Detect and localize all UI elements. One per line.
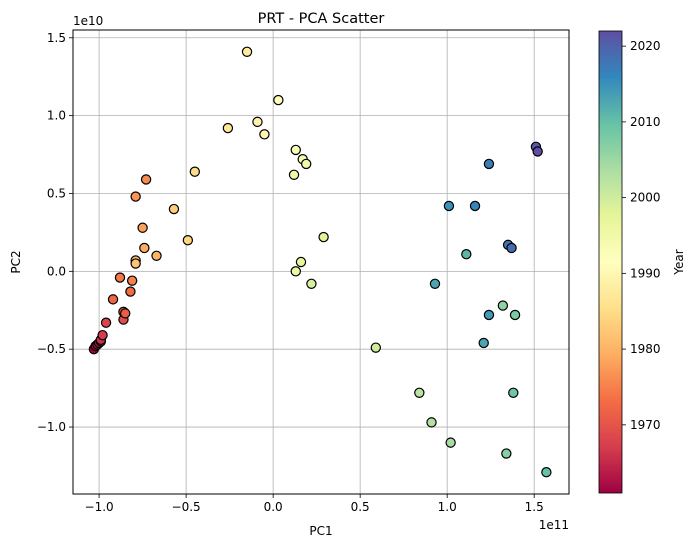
x-axis-label: PC1 bbox=[309, 524, 332, 538]
colorbar-ticks: 1970 1980 1990 2000 2010 2020 bbox=[622, 39, 661, 432]
x-axis-ticks: −1.0 −0.5 0.0 0.5 1.0 1.5 bbox=[85, 494, 544, 514]
scatter-point bbox=[125, 286, 136, 297]
scatter-point bbox=[508, 387, 519, 398]
y-tick-label: 0.5 bbox=[47, 186, 66, 200]
scatter-point bbox=[541, 467, 552, 478]
y-offset-label: 1e10 bbox=[73, 14, 103, 28]
scatter-point bbox=[97, 329, 108, 341]
plot-frame bbox=[72, 29, 570, 495]
colorbar-tick-label: 1980 bbox=[630, 342, 661, 356]
colorbar bbox=[598, 30, 623, 494]
y-tick-label: −0.5 bbox=[37, 342, 66, 356]
scatter-point bbox=[483, 309, 495, 321]
scatter-point bbox=[301, 158, 312, 170]
scatter-point bbox=[469, 200, 481, 212]
scatter-point bbox=[414, 387, 425, 398]
scatter-point bbox=[222, 122, 234, 134]
scatter-point bbox=[241, 46, 253, 57]
colorbar-label: Year bbox=[672, 249, 686, 275]
scatter-point bbox=[182, 235, 194, 246]
x-tick-label: −1.0 bbox=[85, 500, 114, 514]
colorbar-tick-label: 2010 bbox=[630, 115, 661, 129]
scatter-point bbox=[140, 174, 152, 185]
scatter-point bbox=[114, 272, 126, 283]
y-tick-label: 0.0 bbox=[47, 264, 66, 278]
scatter-point bbox=[273, 94, 284, 106]
scatter-point bbox=[259, 129, 270, 140]
data-points bbox=[88, 46, 552, 478]
y-tick-label: 1.0 bbox=[47, 109, 66, 123]
scatter-point bbox=[501, 448, 512, 459]
scatter-point bbox=[189, 166, 201, 177]
scatter-point bbox=[252, 116, 263, 128]
colorbar-tick-label: 2000 bbox=[630, 191, 661, 205]
x-tick-label: −0.5 bbox=[172, 500, 201, 514]
scatter-point bbox=[107, 294, 119, 305]
scatter-point bbox=[497, 300, 509, 311]
scatter-point bbox=[151, 250, 162, 261]
scatter-point bbox=[443, 200, 455, 212]
x-tick-label: 1.0 bbox=[438, 500, 457, 514]
scatter-point bbox=[370, 342, 382, 353]
scatter-point bbox=[290, 266, 301, 277]
y-tick-label: 1.5 bbox=[47, 31, 66, 45]
x-tick-label: 0.0 bbox=[264, 500, 283, 514]
scatter-point bbox=[139, 242, 150, 254]
scatter-point bbox=[506, 242, 517, 254]
scatter-point bbox=[295, 256, 307, 268]
y-axis-label: PC2 bbox=[9, 250, 23, 273]
y-tick-label: −1.0 bbox=[37, 420, 66, 434]
scatter-point bbox=[168, 203, 180, 215]
x-offset-label: 1e11 bbox=[539, 518, 569, 532]
scatter-point bbox=[318, 231, 329, 243]
scatter-point bbox=[130, 191, 141, 202]
grid-lines bbox=[73, 30, 569, 494]
scatter-point bbox=[483, 158, 495, 170]
x-tick-label: 0.5 bbox=[351, 500, 370, 514]
scatter-point bbox=[288, 169, 300, 181]
colorbar-tick-label: 1970 bbox=[630, 418, 661, 432]
scatter-point bbox=[126, 275, 138, 286]
y-axis-ticks: −1.0 −0.5 0.0 0.5 1.0 1.5 bbox=[37, 31, 73, 434]
chart-title: PRT - PCA Scatter bbox=[258, 11, 385, 27]
scatter-point bbox=[290, 144, 301, 156]
colorbar-tick-label: 1990 bbox=[630, 266, 661, 280]
scatter-point bbox=[461, 249, 472, 260]
scatter-point bbox=[445, 437, 456, 448]
scatter-point bbox=[100, 317, 112, 328]
scatter-point bbox=[478, 337, 489, 349]
colorbar-tick-label: 2020 bbox=[630, 39, 661, 53]
scatter-point bbox=[120, 308, 131, 319]
scatter-point bbox=[509, 309, 521, 321]
scatter-point bbox=[426, 417, 437, 428]
scatter-point bbox=[130, 258, 141, 269]
scatter-point bbox=[137, 222, 148, 233]
scatter-point bbox=[429, 278, 441, 289]
x-tick-label: 1.5 bbox=[525, 500, 544, 514]
scatter-point bbox=[532, 146, 543, 157]
scatter-point bbox=[306, 278, 317, 289]
